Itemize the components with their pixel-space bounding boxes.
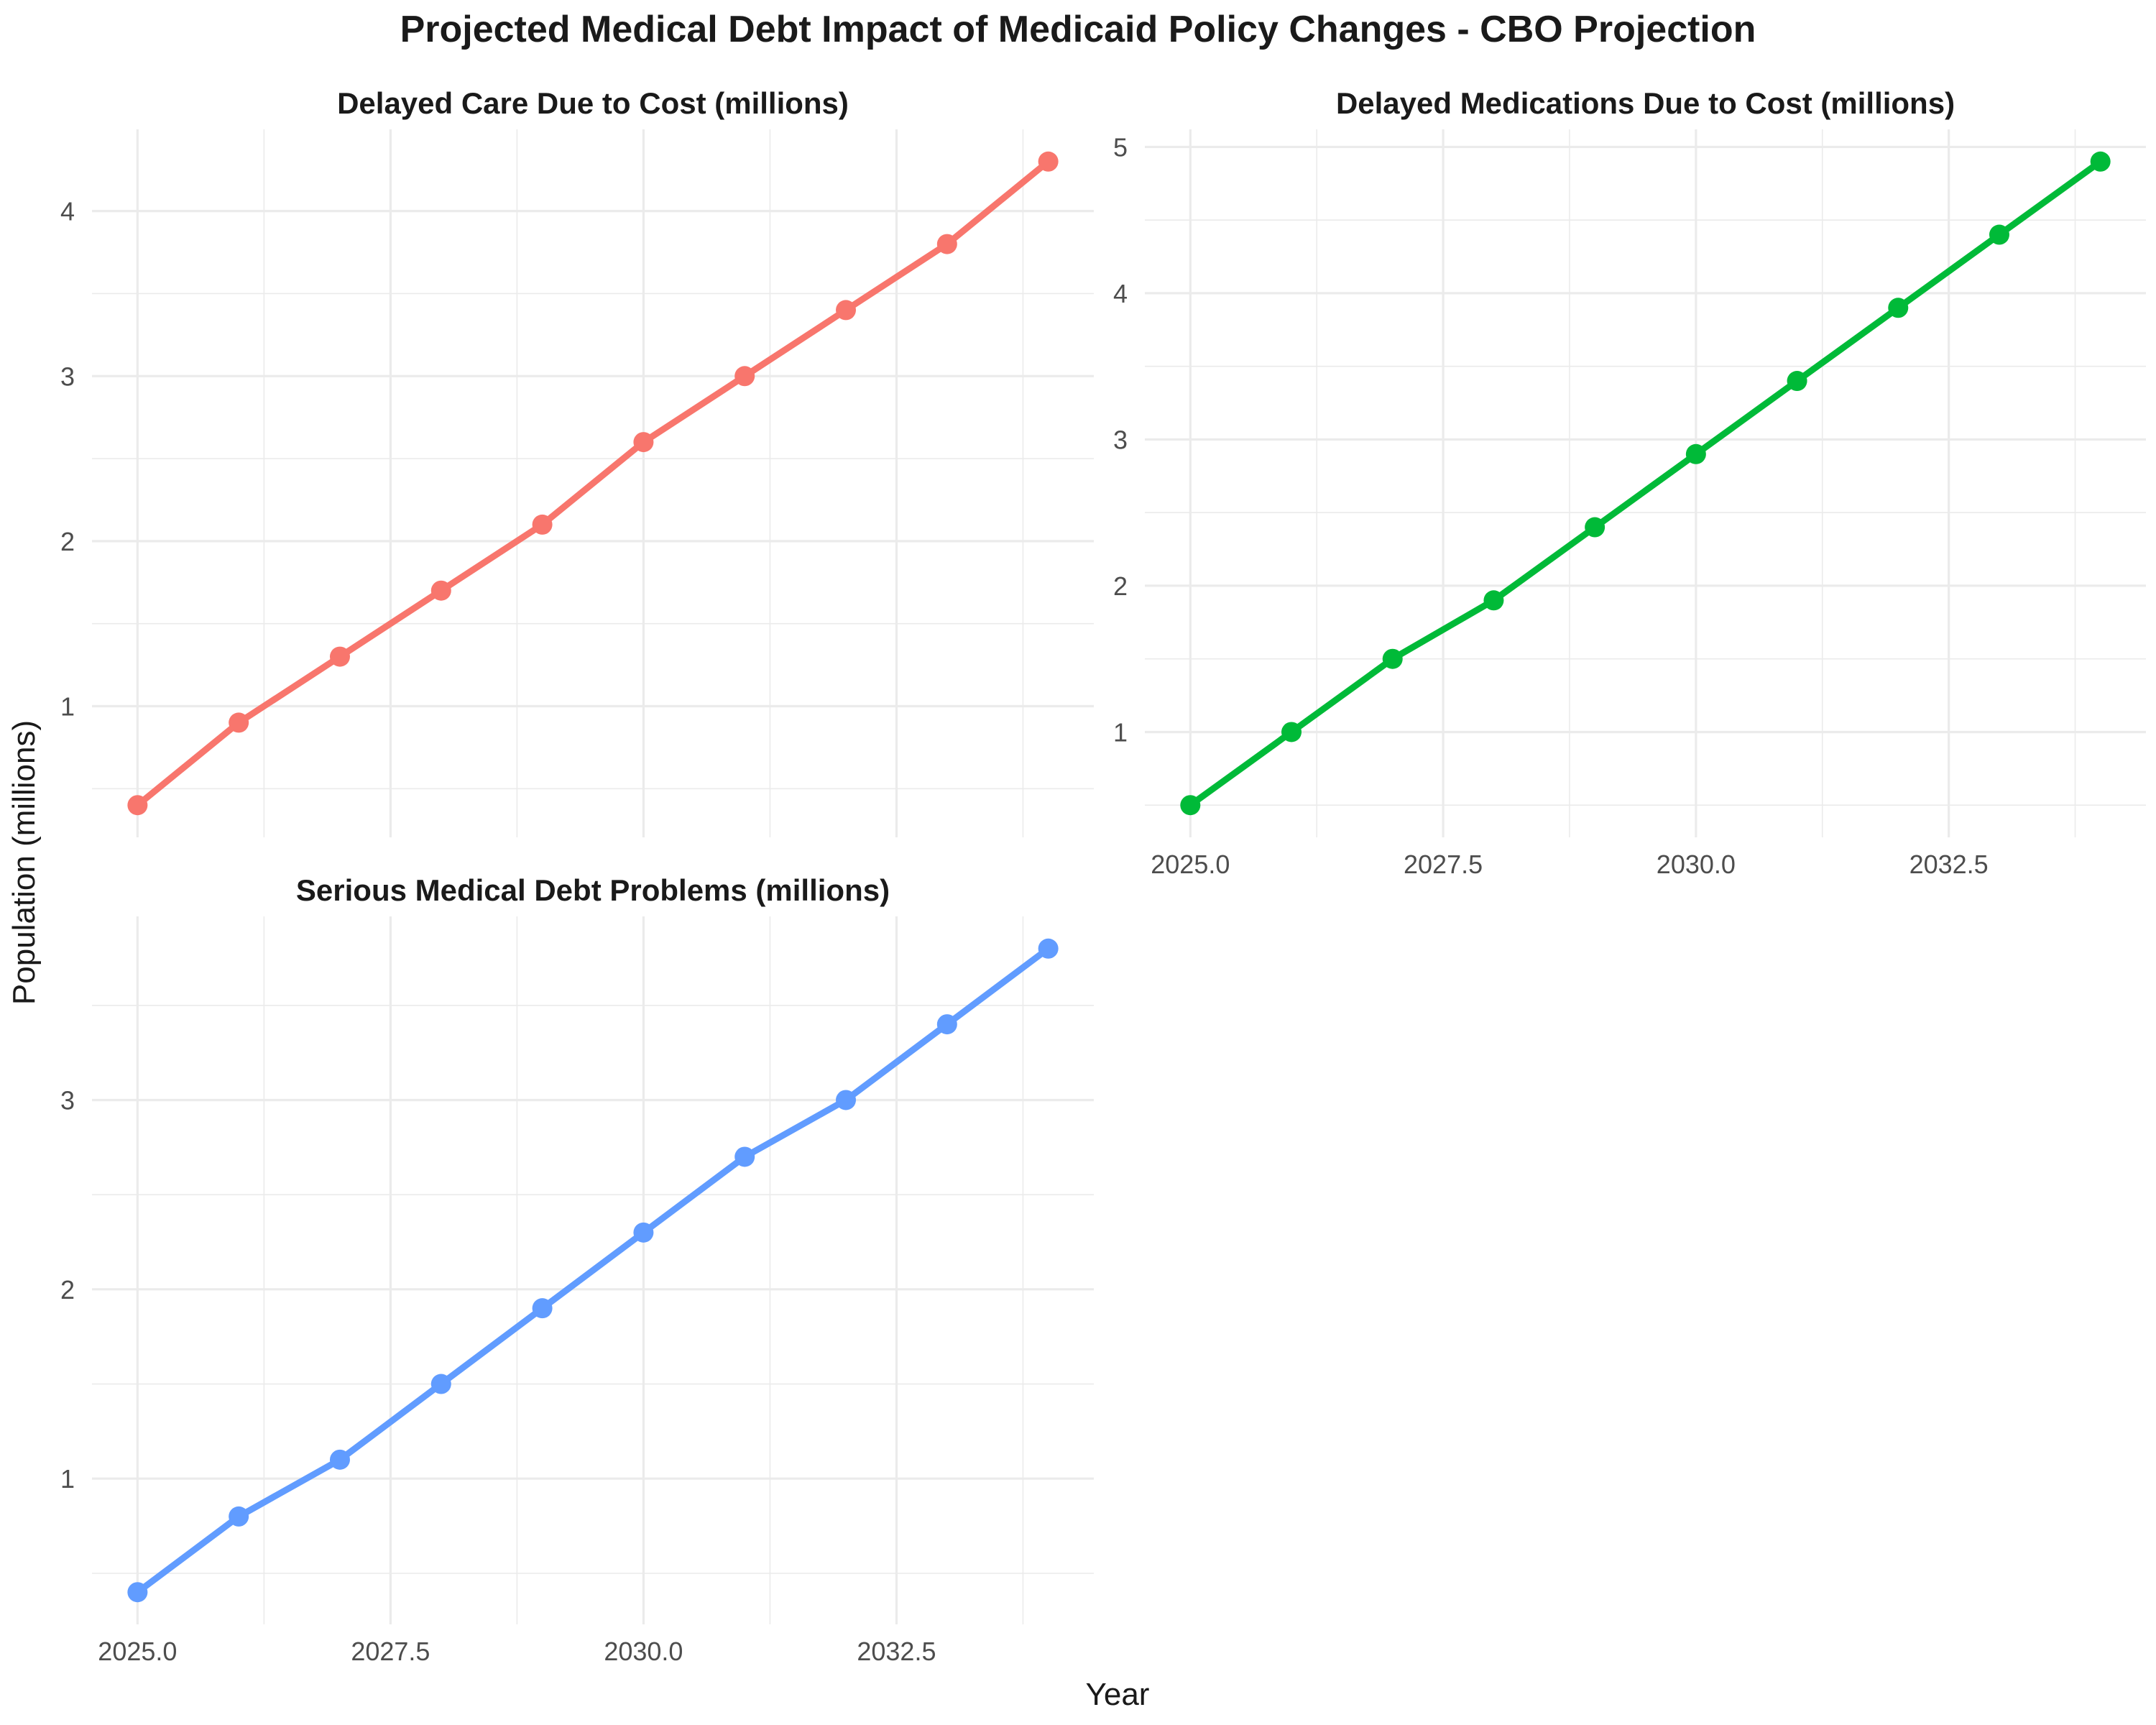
y-tick-label: 2	[60, 527, 75, 556]
y-tick-label: 4	[1113, 279, 1128, 308]
x-tick-label: 2027.5	[351, 1637, 430, 1666]
data-point	[1281, 722, 1302, 742]
data-point	[127, 1582, 148, 1603]
y-tick-label: 3	[1113, 425, 1128, 454]
data-point	[2090, 151, 2111, 172]
panels: Delayed Care Due to Cost (millions)1234D…	[60, 86, 2146, 1666]
y-axis-title: Population (millions)	[6, 720, 42, 1005]
panel-3: Serious Medical Debt Problems (millions)…	[60, 873, 1094, 1666]
y-tick-label: 1	[1113, 717, 1128, 747]
panel-2: Delayed Medications Due to Cost (million…	[1113, 86, 2146, 879]
panel-title: Serious Medical Debt Problems (millions)	[296, 873, 890, 907]
data-point	[1888, 298, 1909, 318]
series-line	[1187, 158, 2104, 809]
y-tick-label: 2	[60, 1275, 75, 1305]
y-tick-label: 3	[60, 1085, 75, 1115]
x-axis-title: Year	[1086, 1677, 1150, 1712]
data-point	[836, 1090, 857, 1110]
data-point	[1038, 151, 1059, 172]
panel-title: Delayed Medications Due to Cost (million…	[1336, 86, 1955, 120]
x-tick-label: 2027.5	[1404, 850, 1483, 879]
data-point	[633, 432, 654, 453]
data-point	[1585, 517, 1606, 538]
data-point	[430, 580, 451, 601]
series-line	[134, 158, 1052, 809]
y-tick-label: 1	[60, 1464, 75, 1494]
data-point	[127, 795, 148, 816]
data-point	[229, 712, 249, 733]
x-tick-label: 2025.0	[98, 1637, 177, 1666]
data-point	[329, 1449, 350, 1470]
y-tick-label: 4	[60, 197, 75, 226]
data-point	[936, 234, 957, 254]
x-tick-label: 2025.0	[1151, 850, 1230, 879]
x-tick-label: 2032.5	[1909, 850, 1989, 879]
x-tick-label: 2030.0	[604, 1637, 683, 1666]
x-tick-label: 2032.5	[857, 1637, 936, 1666]
x-tick-label: 2030.0	[1657, 850, 1736, 879]
data-point	[532, 1298, 553, 1319]
data-point	[1787, 371, 1807, 392]
figure-title: Projected Medical Debt Impact of Medicai…	[400, 9, 1756, 50]
data-point	[836, 300, 857, 321]
data-point	[633, 1222, 654, 1243]
data-point	[1382, 648, 1403, 669]
y-tick-label: 3	[60, 362, 75, 391]
data-point	[329, 646, 350, 667]
data-point	[430, 1374, 451, 1394]
y-tick-label: 2	[1113, 571, 1128, 601]
data-point	[734, 1146, 755, 1167]
y-tick-label: 5	[1113, 132, 1128, 162]
data-point	[1989, 224, 2009, 245]
data-point	[1038, 938, 1059, 959]
data-point	[532, 514, 553, 535]
data-point	[734, 366, 755, 387]
data-point	[1180, 795, 1201, 816]
data-point	[1685, 443, 1706, 464]
panel-1: Delayed Care Due to Cost (millions) 1 2 3 4	[60, 86, 1094, 837]
panel-title: Delayed Care Due to Cost (millions)	[337, 86, 849, 120]
y-tick-label: 1	[60, 691, 75, 721]
data-point	[229, 1506, 249, 1527]
data-point	[1483, 590, 1504, 611]
data-point	[936, 1014, 957, 1035]
series-line	[134, 945, 1052, 1596]
